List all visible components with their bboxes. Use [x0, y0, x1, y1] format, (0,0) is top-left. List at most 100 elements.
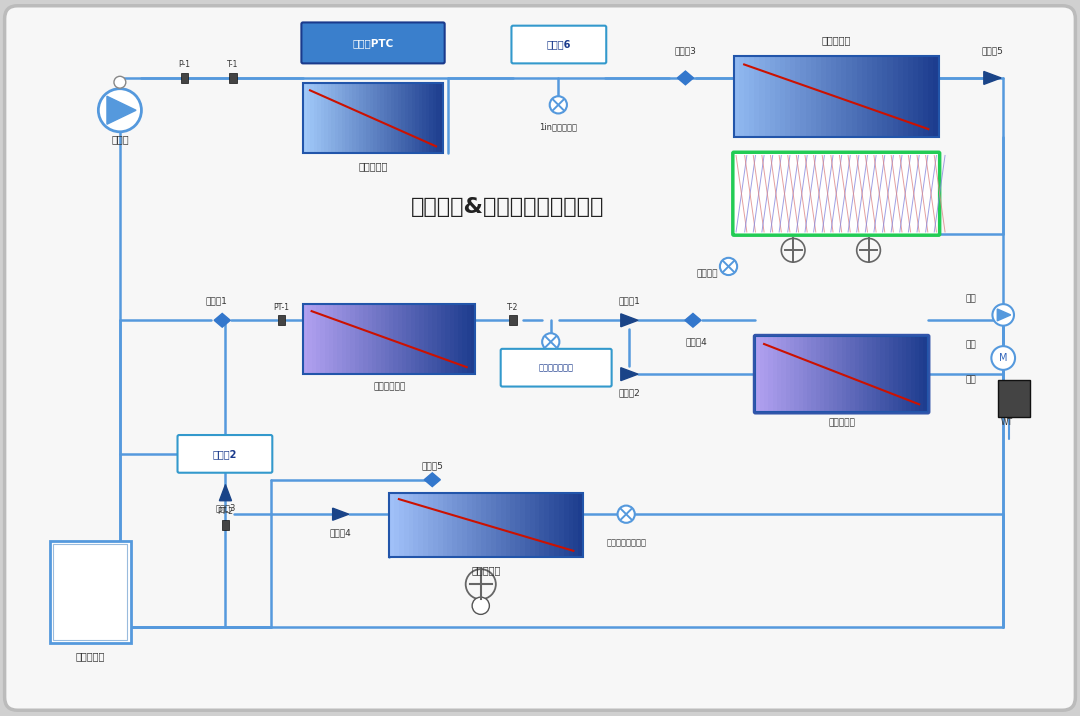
- Bar: [312, 304, 316, 374]
- Bar: [564, 493, 569, 557]
- Bar: [759, 337, 765, 412]
- Bar: [453, 493, 458, 557]
- Text: 压缩机: 压缩机: [111, 135, 129, 145]
- Polygon shape: [424, 473, 441, 487]
- Bar: [510, 316, 517, 325]
- Bar: [433, 83, 436, 153]
- Bar: [877, 57, 882, 137]
- Bar: [777, 337, 782, 412]
- Bar: [303, 304, 475, 374]
- Bar: [491, 493, 497, 557]
- Bar: [330, 83, 335, 153]
- Bar: [525, 493, 530, 557]
- Bar: [349, 83, 352, 153]
- Bar: [856, 57, 862, 137]
- Bar: [863, 337, 868, 412]
- Bar: [836, 57, 842, 137]
- Bar: [521, 493, 526, 557]
- Bar: [780, 57, 785, 137]
- Bar: [872, 337, 877, 412]
- Bar: [394, 493, 400, 557]
- Bar: [770, 57, 775, 137]
- Bar: [346, 304, 351, 374]
- Bar: [772, 337, 778, 412]
- Bar: [888, 57, 893, 137]
- Bar: [791, 57, 796, 137]
- Bar: [316, 304, 321, 374]
- Circle shape: [991, 346, 1015, 370]
- Text: 电磁阀2: 电磁阀2: [213, 449, 238, 459]
- Bar: [447, 493, 453, 557]
- Bar: [457, 493, 462, 557]
- Bar: [384, 304, 390, 374]
- Bar: [832, 57, 837, 137]
- FancyBboxPatch shape: [177, 435, 272, 473]
- Bar: [467, 304, 472, 374]
- FancyBboxPatch shape: [733, 153, 940, 235]
- Bar: [418, 493, 423, 557]
- Text: 单向阀2: 单向阀2: [619, 388, 640, 397]
- Bar: [369, 83, 374, 153]
- Bar: [50, 541, 131, 644]
- Bar: [903, 57, 908, 137]
- Text: T-1: T-1: [227, 60, 239, 69]
- Bar: [337, 304, 342, 374]
- Bar: [355, 83, 360, 153]
- Bar: [754, 57, 760, 137]
- Bar: [850, 337, 855, 412]
- Bar: [229, 73, 237, 83]
- Bar: [811, 57, 816, 137]
- Bar: [324, 83, 328, 153]
- Text: 电磁阀4: 电磁阀4: [686, 337, 707, 347]
- Bar: [415, 304, 420, 374]
- Bar: [880, 337, 886, 412]
- Bar: [367, 304, 373, 374]
- Bar: [505, 493, 511, 557]
- Bar: [807, 337, 812, 412]
- Bar: [419, 83, 422, 153]
- Polygon shape: [214, 314, 230, 327]
- Text: 三通水阀: 三通水阀: [697, 269, 718, 279]
- Bar: [321, 304, 325, 374]
- Text: 风加热PTC: 风加热PTC: [352, 38, 393, 48]
- Bar: [862, 57, 867, 137]
- Bar: [422, 83, 427, 153]
- Bar: [910, 337, 916, 412]
- Bar: [391, 83, 394, 153]
- Bar: [811, 337, 816, 412]
- Bar: [462, 493, 468, 557]
- Polygon shape: [621, 314, 638, 326]
- Bar: [885, 337, 890, 412]
- Bar: [882, 57, 888, 137]
- Text: PT-1: PT-1: [273, 303, 289, 311]
- Text: 水泵: 水泵: [966, 294, 976, 304]
- Bar: [359, 83, 363, 153]
- Bar: [472, 493, 477, 557]
- Text: 单向阀1: 单向阀1: [619, 296, 640, 306]
- Bar: [321, 83, 325, 153]
- Bar: [415, 83, 419, 153]
- Bar: [308, 304, 312, 374]
- Bar: [433, 493, 438, 557]
- Bar: [846, 337, 851, 412]
- Bar: [397, 304, 403, 374]
- Bar: [918, 57, 923, 137]
- Bar: [428, 304, 433, 374]
- Circle shape: [993, 304, 1014, 326]
- Bar: [755, 337, 760, 412]
- Bar: [897, 57, 903, 137]
- Text: 电控: 电控: [966, 375, 976, 384]
- Bar: [486, 493, 491, 557]
- Bar: [889, 337, 894, 412]
- Bar: [462, 304, 468, 374]
- Text: 电池电子膨胀阀: 电池电子膨胀阀: [539, 363, 573, 372]
- Bar: [755, 337, 928, 412]
- Text: 电磁阀5: 电磁阀5: [421, 461, 443, 470]
- Text: 管式换热器: 管式换热器: [828, 418, 855, 427]
- Bar: [387, 83, 391, 153]
- Bar: [824, 337, 829, 412]
- Bar: [394, 83, 399, 153]
- Bar: [458, 304, 463, 374]
- Bar: [359, 304, 364, 374]
- Text: 电机: 电机: [966, 341, 976, 349]
